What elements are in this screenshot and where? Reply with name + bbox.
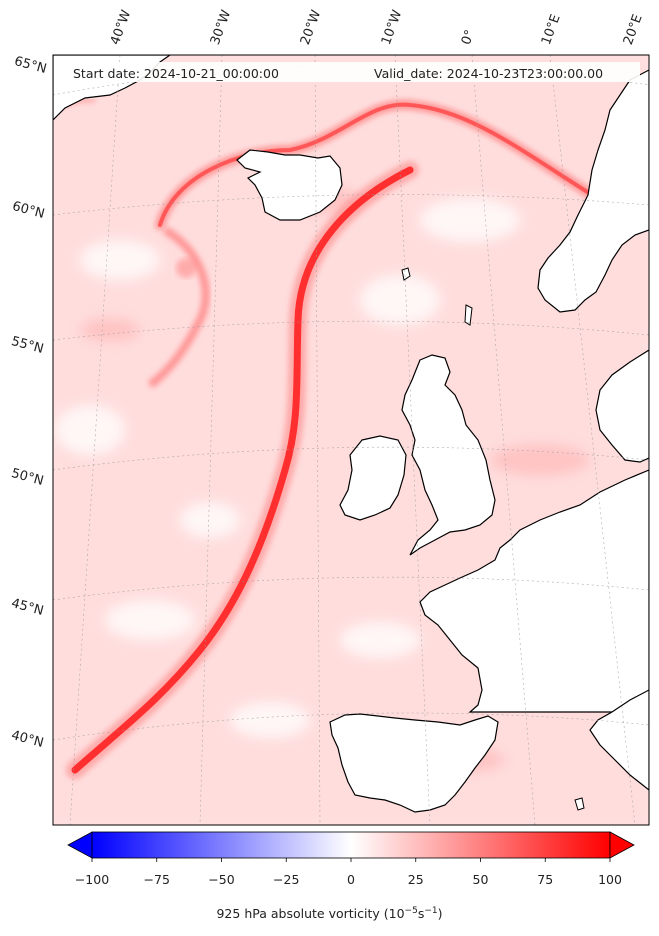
map-frame [52,54,650,826]
colorbar-tick-label: 50 [472,872,489,887]
iberia [329,713,499,813]
colorbar-tick-label: 75 [537,872,554,887]
vorticity-front-band [66,161,419,779]
norway [537,69,649,313]
vorticity-patches [55,198,520,738]
colorbar-gradient [91,831,611,859]
ireland [339,435,407,521]
colorbar-tick-label: −100 [74,872,110,887]
italy-mediterranean [589,689,649,791]
colorbar-max-extend [609,831,635,859]
vorticity-swirl [147,226,210,389]
start-date-label: Start date: 2024-10-21_00:00:00 [73,66,279,81]
valid-date-label: Valid_date: 2024-10-23T23:00:00.00 [374,66,604,81]
colorbar-min-extend [67,831,93,859]
iceland [236,149,343,221]
faroe-islands [401,267,411,281]
header-background [64,62,640,82]
continental-europe [419,469,649,713]
shetland-islands [464,304,473,326]
sweden-denmark [595,349,649,463]
colorbar-tick-label: −50 [208,872,235,887]
colorbar [67,831,635,862]
graticule [53,55,649,825]
colorbar-tick-label: 25 [407,872,424,887]
colorbar-tick-label: −25 [273,872,300,887]
great-britain [401,354,496,556]
colorbar-tick-label: 100 [598,872,622,887]
colorbar-tick-label: −75 [143,872,170,887]
corsica [574,797,585,811]
colorbar-label: 925 hPa absolute vorticity (10−5s−1) [216,906,443,922]
colorbar-tick-label: 0 [347,872,355,887]
vorticity-northern-arc [155,99,605,230]
